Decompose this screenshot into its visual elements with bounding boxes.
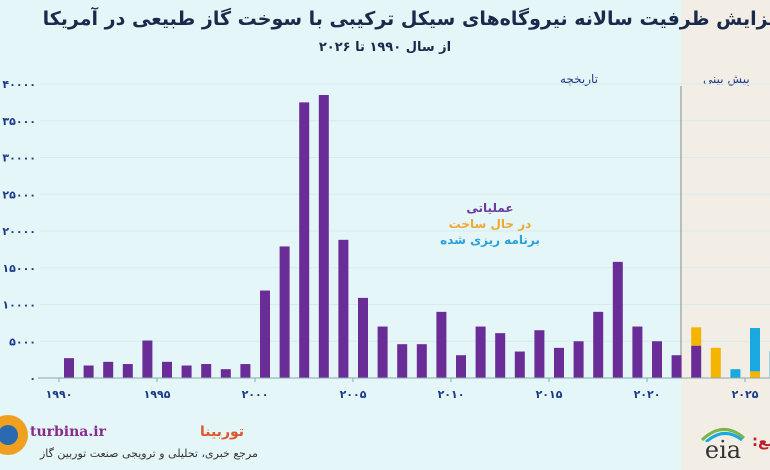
bar-1990 (64, 358, 74, 378)
x-tick-label: ۲۰۲۵ (732, 388, 759, 401)
bar-2002 (299, 102, 310, 378)
brand-url: turbina.ir (30, 424, 106, 440)
eia-logo: eia (698, 422, 748, 466)
y-tick-label: ۱۵۰۰۰ (2, 262, 36, 275)
bar-1998 (220, 369, 231, 378)
bar-2022 (691, 345, 702, 378)
bar-2022 (691, 327, 702, 346)
bar-1993 (122, 364, 133, 378)
legend-operational: عملیاتی (466, 201, 514, 215)
bar-2013 (514, 351, 525, 378)
x-tick-label: ۲۰۰۵ (340, 388, 367, 401)
bar-2023 (710, 347, 721, 378)
x-tick-label: ۱۹۹۵ (144, 388, 171, 401)
bar-2025 (750, 371, 760, 378)
bar-2010 (456, 355, 466, 378)
legend-planned: برنامه ریزی شده (440, 233, 540, 247)
bar-chart: ۰ ۵۰۰۰ ۱۰۰۰۰ ۱۵۰۰۰ ۲۰۰۰۰ ۲۵۰۰۰ ۳۰۰۰۰ ۳۵۰۰۰ ۴۰۰۰۰… (2, 78, 770, 401)
x-tick-label: ۲۰۲۰ (634, 388, 661, 401)
bar-2005 (358, 297, 368, 378)
bar-2024 (730, 369, 741, 378)
bar-1991 (83, 365, 94, 378)
bar-2008 (416, 344, 427, 378)
chart-title: افزایش ظرفیت سالانه نیروگاه‌های سیکل ترک… (42, 8, 770, 30)
forecast-region (681, 0, 770, 470)
bar-2009 (436, 311, 447, 378)
brand-tagline: مرجع خبری، تحلیلی و ترویجی صنعت توربین گ… (40, 447, 258, 460)
x-tick-label: ۲۰۱۰ (438, 388, 465, 401)
source-label: منبع: (752, 432, 770, 450)
bar-2007 (397, 344, 408, 378)
bar-2014 (534, 330, 545, 378)
y-tick-label: ۴۰۰۰۰ (2, 78, 36, 91)
bar-2019 (632, 326, 643, 378)
legend: عملیاتی در حال ساخت برنامه ریزی شده (420, 200, 560, 248)
bar-2001 (279, 246, 290, 378)
x-tick-label: ۲۰۱۵ (536, 388, 563, 401)
bar-1994 (142, 340, 153, 378)
bar-2021 (671, 355, 682, 378)
bar-1999 (240, 364, 251, 378)
y-tick-label: ۳۰۰۰۰ (2, 152, 36, 165)
bar-2025 (750, 328, 760, 372)
bar-1992 (103, 361, 114, 378)
y-tick-label: ۲۵۰۰۰ (2, 188, 36, 201)
bar-2011 (475, 326, 486, 378)
x-tick-label: ۲۰۰۰ (242, 388, 269, 401)
legend-construction: در حال ساخت (448, 217, 532, 231)
bar-1996 (181, 365, 192, 378)
brand-name: توربینا (200, 424, 245, 440)
bar-2015 (554, 347, 564, 378)
y-tick-label: ۳۵۰۰۰ (2, 115, 36, 128)
bar-1995 (162, 361, 172, 378)
y-tick-label: ۲۰۰۰۰ (2, 225, 36, 238)
history-label: تاریخچه (560, 72, 599, 86)
bar-2016 (573, 341, 584, 378)
bar-2006 (377, 326, 388, 378)
bar-2020 (652, 341, 662, 378)
forecast-label: پیش بینی (703, 72, 750, 86)
bar-2012 (495, 333, 506, 378)
bar-2018 (612, 261, 623, 378)
bar-2004 (338, 239, 349, 378)
y-tick-label: ۱۰۰۰۰ (2, 299, 36, 312)
y-tick-label: ۵۰۰۰ (9, 335, 36, 348)
bar-2000 (260, 290, 270, 378)
bar-2003 (318, 95, 329, 379)
bar-1997 (201, 364, 212, 378)
turbina-logo (0, 415, 28, 455)
y-tick-label: ۰ (29, 372, 36, 385)
bar-2017 (593, 311, 604, 378)
x-tick-label: ۱۹۹۰ (46, 388, 73, 401)
chart-subtitle: از سال ۱۹۹۰ تا ۲۰۲۶ (318, 40, 452, 55)
